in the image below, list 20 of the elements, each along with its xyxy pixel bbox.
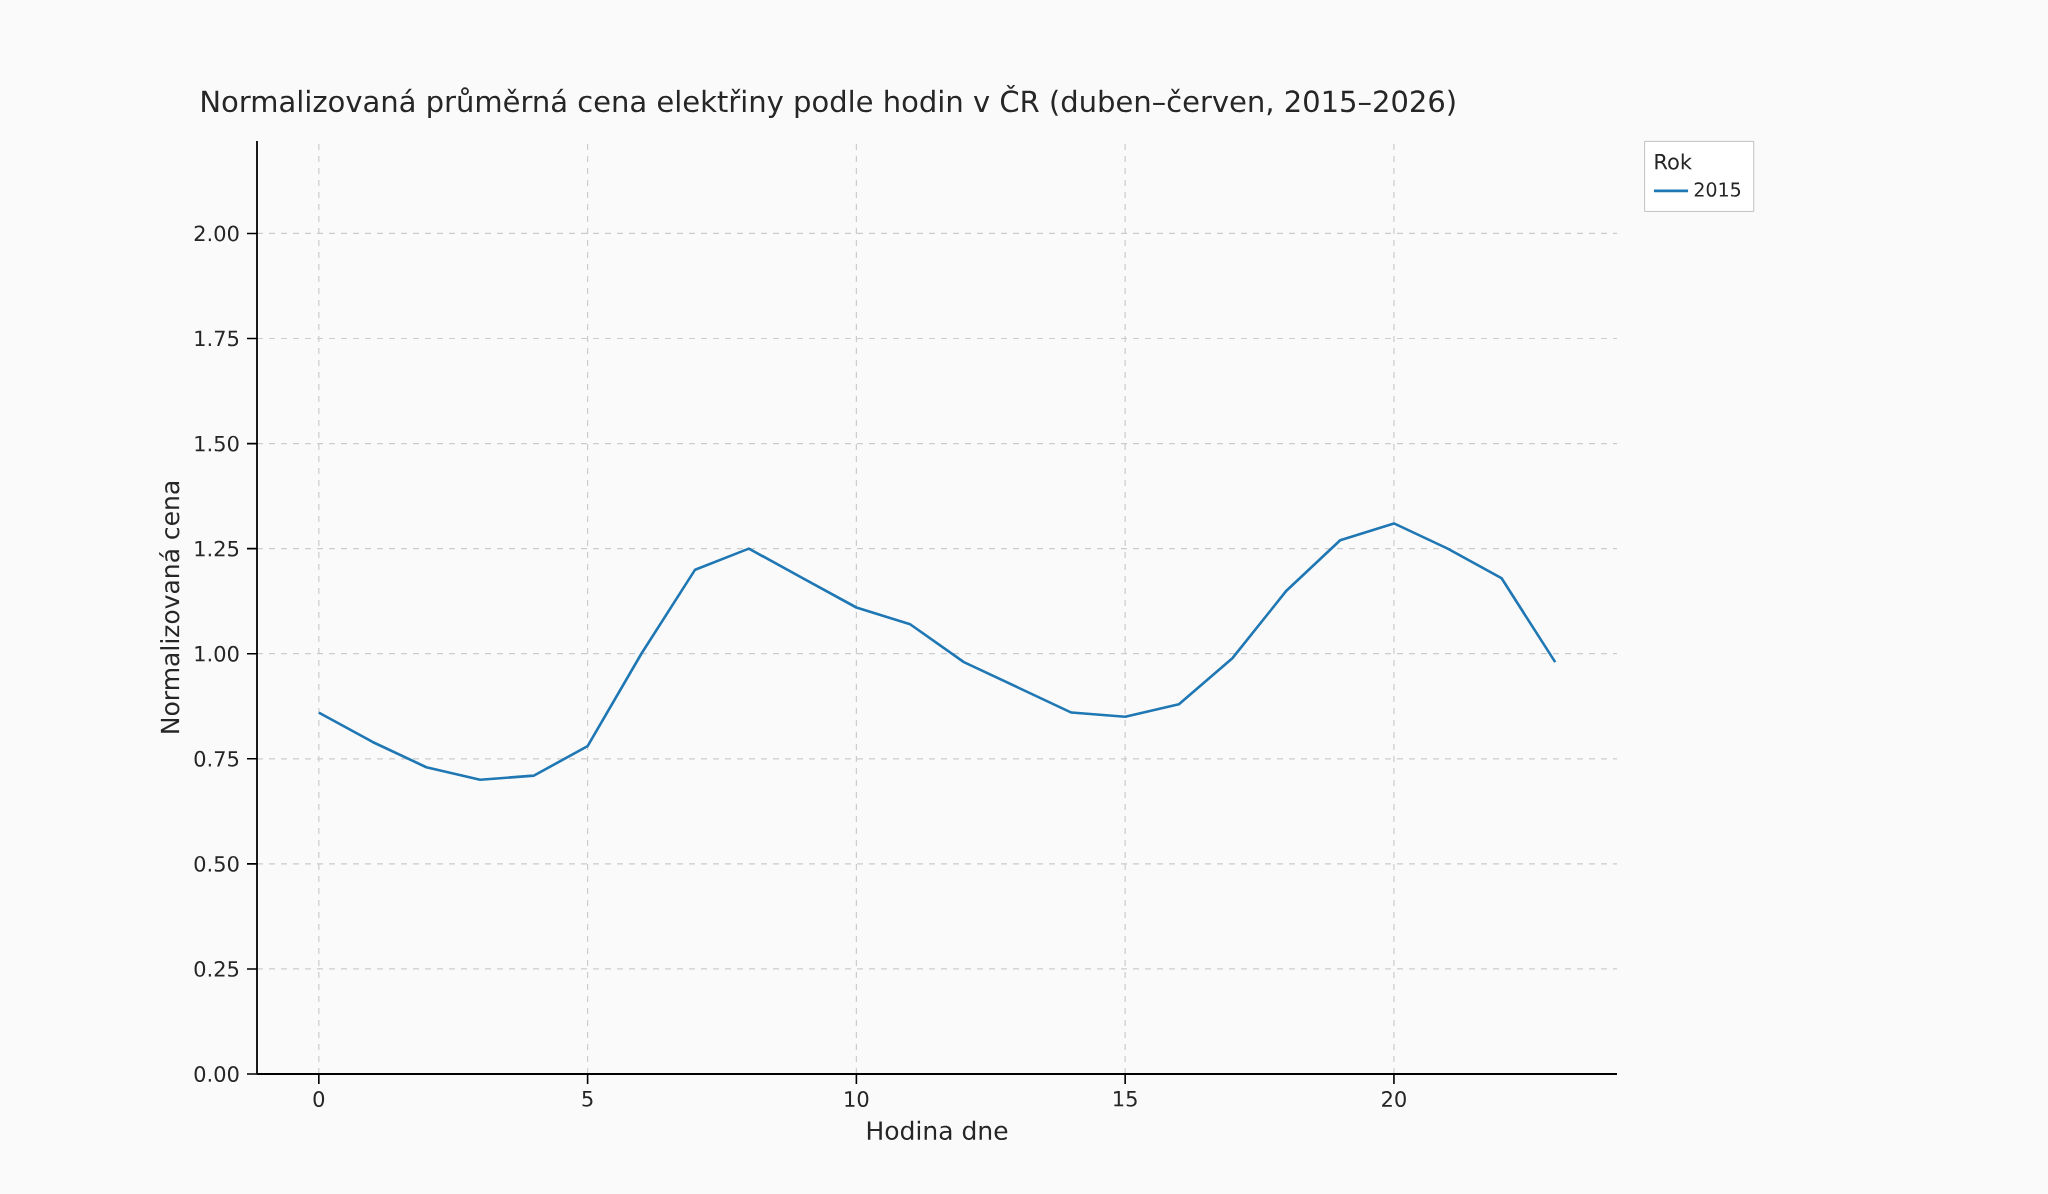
legend-title: Rok	[1655, 153, 1692, 170]
y-tick-label: 1.00	[195, 645, 239, 662]
y-tick-label: 0.75	[194, 750, 239, 767]
x-tick-label: 5	[582, 1091, 593, 1107]
y-tick-label: 0.50	[194, 855, 239, 872]
x-axis-title: Hodina dne	[867, 1120, 1008, 1141]
legend-label: 2015	[1694, 182, 1741, 197]
y-tick-label: 1.75	[195, 330, 239, 347]
chart-title: Normalizovaná průměrná cena elektřiny podle hodin v ČR (duben–červen, 2015–2026)	[202, 84, 1455, 118]
x-tick-label: 10	[845, 1091, 869, 1107]
line-series	[317, 522, 1557, 782]
y-tick-label: 1.25	[195, 540, 239, 557]
x-tick-label: 15	[1114, 1091, 1137, 1107]
x-tick-label: 0	[313, 1091, 325, 1107]
x-tick-label: 20	[1382, 1091, 1406, 1107]
y-tick-label: 1.50	[195, 435, 239, 452]
y-tick-label: 0.25	[194, 960, 239, 977]
y-axis-title: Normalizovaná cena	[159, 482, 180, 733]
y-tick-label: 2.00	[194, 225, 239, 242]
y-tick-label: 0.00	[194, 1066, 239, 1082]
